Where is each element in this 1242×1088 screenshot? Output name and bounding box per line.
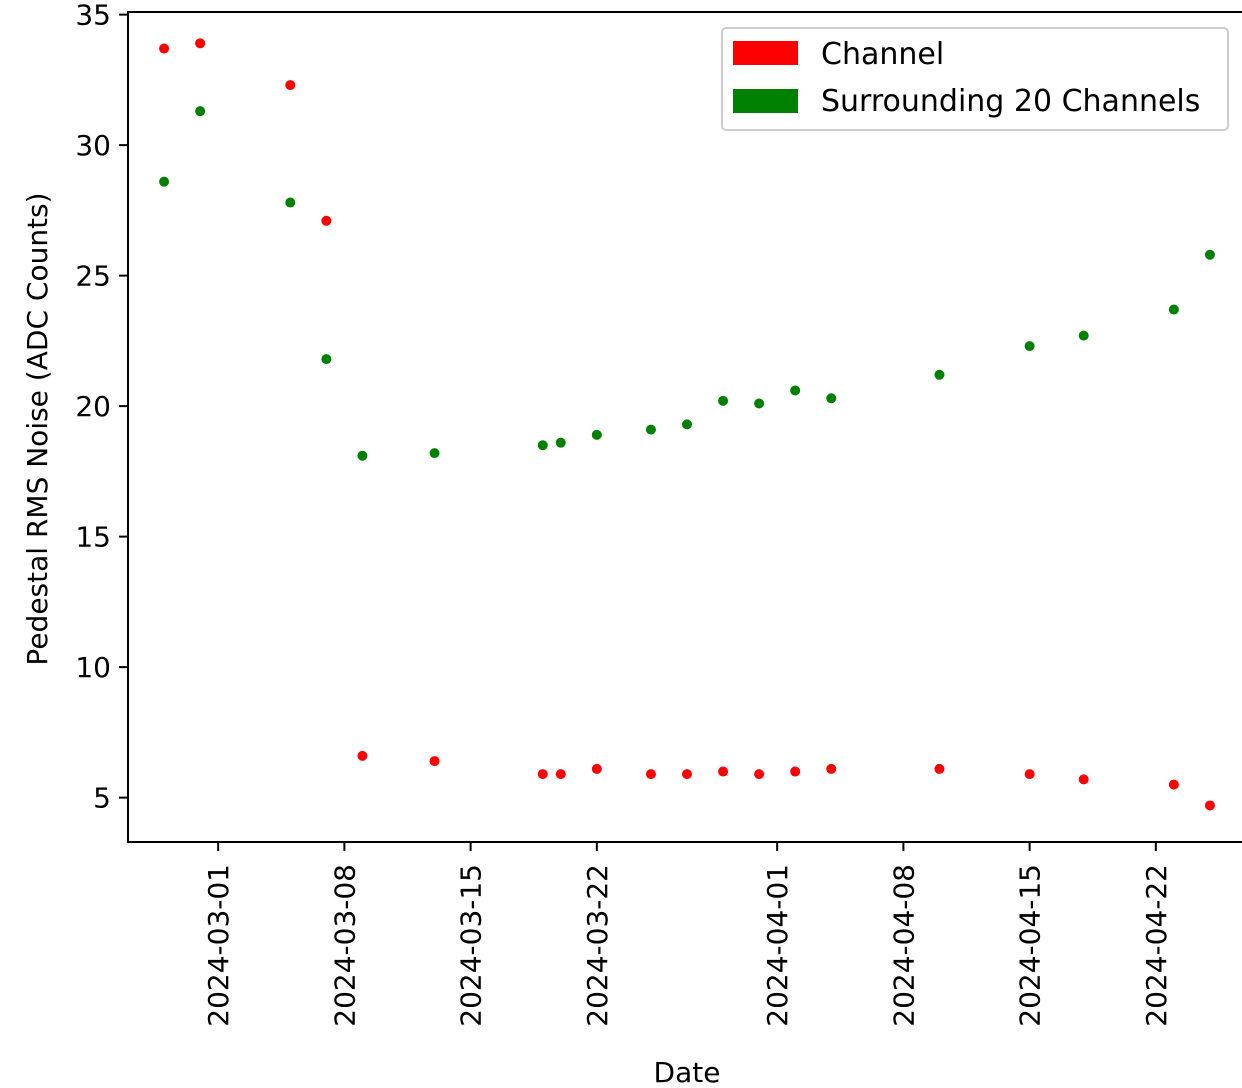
y-tick-label: 20: [75, 390, 111, 423]
data-point: [285, 197, 296, 208]
series-1: [159, 106, 1215, 461]
data-point: [1204, 800, 1215, 811]
data-point: [1204, 249, 1215, 260]
data-point: [555, 769, 566, 780]
legend-label-channel: Channel: [821, 37, 944, 72]
y-axis-label: Pedestal RMS Noise (ADC Counts): [21, 192, 54, 665]
data-point: [537, 440, 548, 451]
x-axis-label: Date: [654, 1056, 721, 1088]
data-point: [357, 450, 368, 461]
data-point: [682, 419, 692, 430]
x-tick-label: 2024-03-01: [202, 864, 235, 1027]
data-point: [195, 106, 206, 117]
data-point: [537, 769, 548, 780]
data-point: [754, 398, 765, 409]
data-point: [645, 769, 656, 780]
y-tick-label: 5: [93, 782, 111, 815]
data-point: [195, 38, 206, 49]
plot-area-frame: [127, 11, 1242, 843]
data-point: [555, 437, 566, 448]
x-tick-label: 2024-04-01: [761, 864, 794, 1027]
y-tick-label: 30: [75, 129, 111, 162]
data-point: [754, 769, 765, 780]
data-point: [826, 763, 837, 774]
data-point: [591, 429, 602, 440]
legend: Channel Surrounding 20 Channels: [721, 27, 1229, 131]
data-point: [1024, 341, 1035, 352]
y-axis-ticks: 5 10 15 20 25 30 35: [75, 0, 128, 815]
data-points: [159, 38, 1215, 811]
series-0: [159, 38, 1215, 811]
data-point: [790, 385, 801, 396]
legend-label-surrounding: Surrounding 20 Channels: [821, 84, 1200, 119]
y-tick-label: 35: [75, 0, 111, 32]
x-tick-label: 2024-03-15: [455, 864, 488, 1027]
x-tick-label: 2024-04-22: [1140, 864, 1173, 1027]
data-point: [285, 80, 296, 91]
data-point: [159, 176, 170, 187]
y-tick-label: 25: [75, 260, 111, 293]
data-point: [321, 215, 332, 226]
data-point: [1078, 330, 1089, 341]
legend-frame: [721, 27, 1229, 131]
data-point: [645, 424, 656, 435]
x-tick-label: 2024-03-08: [328, 864, 361, 1027]
data-point: [429, 448, 440, 459]
data-point: [790, 766, 801, 777]
data-point: [718, 766, 729, 777]
legend-swatch-channel: [733, 41, 798, 65]
y-tick-label: 15: [75, 521, 111, 554]
y-tick-label: 10: [75, 651, 111, 684]
data-point: [357, 750, 368, 761]
data-point: [1078, 774, 1089, 785]
x-tick-label: 2024-04-15: [1014, 864, 1047, 1027]
x-tick-label: 2024-03-22: [581, 864, 614, 1027]
x-axis-ticks: 2024-03-01 2024-03-08 2024-03-15 2024-03-22…: [202, 842, 1173, 1027]
legend-swatch-surrounding: [733, 89, 798, 113]
data-point: [429, 756, 440, 767]
data-point: [321, 354, 332, 365]
data-point: [1168, 304, 1179, 315]
data-point: [591, 763, 602, 774]
data-point: [718, 395, 729, 406]
data-point: [1024, 769, 1035, 780]
data-point: [1168, 779, 1179, 790]
data-point: [682, 769, 692, 780]
x-tick-label: 2024-04-08: [887, 864, 920, 1027]
data-point: [934, 369, 945, 380]
data-point: [934, 763, 945, 774]
data-point: [159, 43, 170, 54]
data-point: [826, 393, 837, 404]
